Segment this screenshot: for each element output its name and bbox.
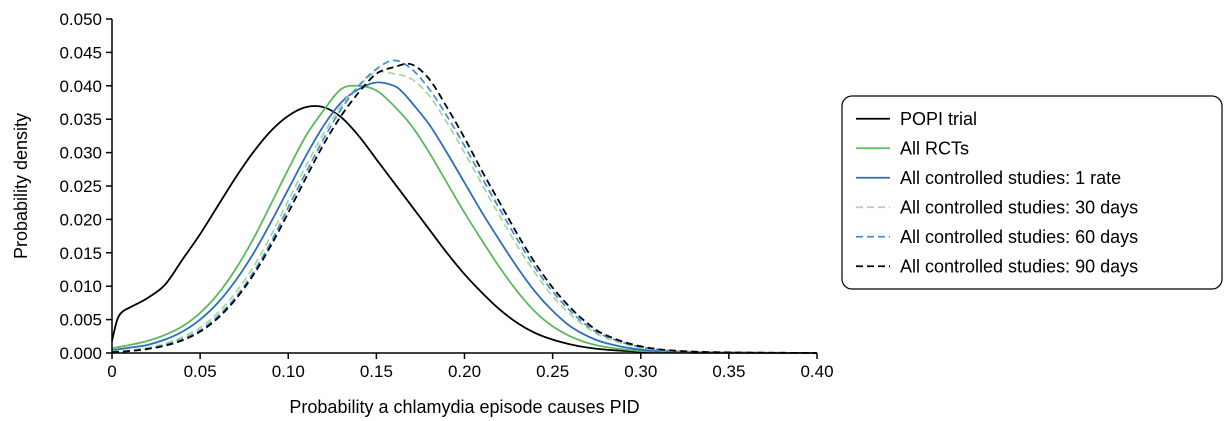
legend-label: All controlled studies: 1 rate [900,168,1121,188]
y-tick-label: 0.035 [59,110,102,129]
x-tick-label: 0.25 [536,362,569,381]
series-line-all-controlled-studies-90-days [111,62,818,354]
y-ticks: 0.000 0.005 0.010 0.015 0.020 0.025 0.030 0.035… [59,10,112,363]
series-line-all-controlled-studies-30-days [111,70,818,354]
series-line-all-rcts [111,84,818,354]
axes: 0 0.05 0.10 0.15 0.20 0.25 0.30 0.35 0.40 0.0000… [11,10,834,417]
plot-area [111,59,818,354]
y-tick-label: 0.040 [59,77,102,96]
legend-label: All RCTs [900,138,969,158]
legend: POPI trial All RCTs All controlled studies… [841,95,1223,290]
y-tick-label: 0.000 [59,344,102,363]
y-axis-title: Probability density [11,113,31,259]
y-tick-label: 0.005 [59,311,102,330]
x-tick-label: 0.15 [360,362,393,381]
y-tick-label: 0.015 [59,244,102,263]
y-tick-label: 0.020 [59,210,102,229]
y-tick-label: 0.030 [59,144,102,163]
y-tick-label: 0.010 [59,277,102,296]
legend-items: POPI trial All RCTs All controlled studies… [856,109,1138,276]
legend-item-all-controlled-studies-60-days: All controlled studies: 60 days [856,227,1138,247]
y-tick-label: 0.050 [59,10,102,29]
series-line-all-controlled-studies-60-days [111,59,818,354]
x-tick-label: 0.10 [272,362,305,381]
legend-item-all-controlled-studies-1-rate: All controlled studies: 1 rate [856,168,1121,188]
legend-label: All controlled studies: 60 days [900,227,1138,247]
y-tick-label: 0.025 [59,177,102,196]
legend-label: All controlled studies: 90 days [900,256,1138,276]
legend-item-all-rcts: All RCTs [856,138,969,158]
x-axis-title: Probability a chlamydia episode causes P… [289,397,639,417]
x-tick-label: 0.30 [624,362,657,381]
x-tick-label: 0.40 [800,362,833,381]
legend-item-popi-trial: POPI trial [856,109,977,129]
legend-item-all-controlled-studies-30-days: All controlled studies: 30 days [856,197,1138,217]
legend-item-all-controlled-studies-90-days: All controlled studies: 90 days [856,256,1138,276]
y-tick-label: 0.045 [59,43,102,62]
x-tick-label: 0.05 [184,362,217,381]
legend-label: POPI trial [900,109,977,129]
x-tick-label: 0 [107,362,116,381]
x-tick-label: 0.20 [448,362,481,381]
legend-label: All controlled studies: 30 days [900,197,1138,217]
x-tick-label: 0.35 [712,362,745,381]
series-line-popi-trial [111,105,818,354]
legend-box [841,95,1223,290]
series-line-all-controlled-studies-1-rate [111,81,818,354]
x-ticks: 0 0.05 0.10 0.15 0.20 0.25 0.30 0.35 0.40 [107,353,834,381]
